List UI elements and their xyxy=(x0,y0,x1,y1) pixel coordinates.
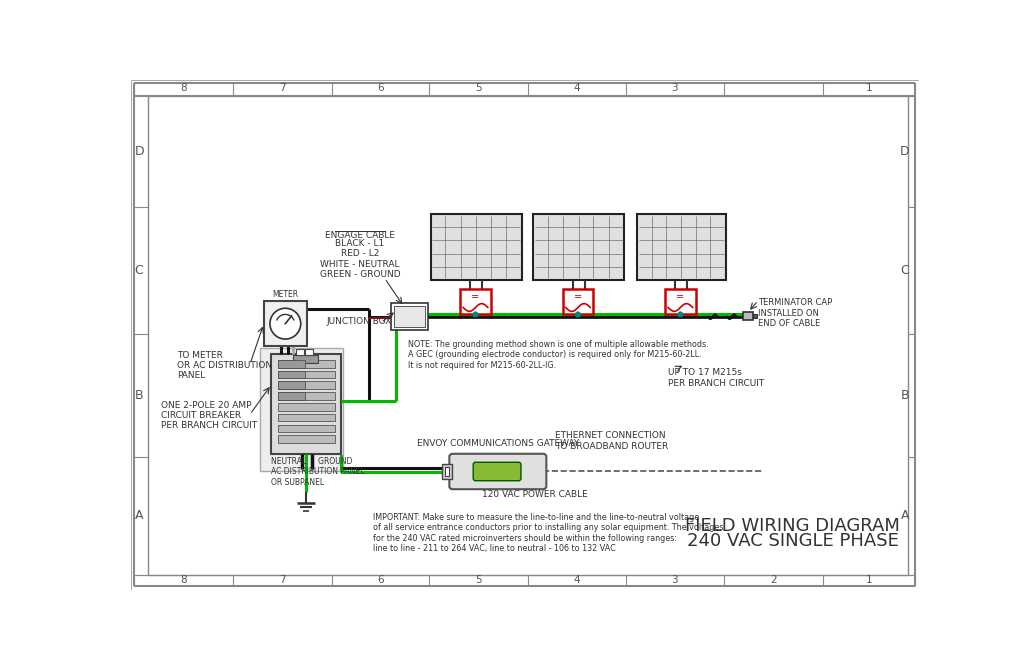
Text: 240 VAC SINGLE PHASE: 240 VAC SINGLE PHASE xyxy=(687,532,899,550)
Text: 7: 7 xyxy=(279,575,286,585)
Bar xyxy=(271,353,341,453)
Text: C: C xyxy=(134,264,143,276)
Bar xyxy=(394,306,425,327)
Text: =: = xyxy=(573,292,582,302)
Bar xyxy=(278,371,304,379)
Bar xyxy=(278,392,335,400)
Bar xyxy=(754,314,758,318)
Text: 1: 1 xyxy=(865,575,872,585)
Bar xyxy=(431,214,521,280)
FancyBboxPatch shape xyxy=(473,462,521,481)
Text: 6: 6 xyxy=(377,84,384,93)
Text: ENVOY COMMUNICATIONS GATEWAY: ENVOY COMMUNICATIONS GATEWAY xyxy=(417,439,579,448)
Bar xyxy=(278,360,335,367)
Bar xyxy=(460,289,490,314)
Bar xyxy=(260,347,343,471)
Text: 8: 8 xyxy=(180,84,187,93)
Text: D: D xyxy=(899,145,909,158)
Bar xyxy=(278,392,304,400)
Text: NOTE: The grounding method shown is one of multiple allowable methods.
A GEC (gr: NOTE: The grounding method shown is one … xyxy=(408,340,709,369)
Text: B: B xyxy=(134,389,143,402)
Text: JUNCTION BOX: JUNCTION BOX xyxy=(327,317,392,326)
Text: 5: 5 xyxy=(475,84,482,93)
Text: A: A xyxy=(134,509,143,522)
Bar xyxy=(637,214,726,280)
Bar xyxy=(278,371,335,379)
Bar xyxy=(278,403,335,410)
Text: FIELD WIRING DIAGRAM: FIELD WIRING DIAGRAM xyxy=(685,517,900,535)
Text: ETHERNET CONNECTION
TO BROADBAND ROUTER: ETHERNET CONNECTION TO BROADBAND ROUTER xyxy=(555,432,668,451)
Bar xyxy=(742,312,754,320)
Text: 3: 3 xyxy=(672,575,678,585)
Text: 3: 3 xyxy=(672,84,678,93)
Bar xyxy=(278,424,335,432)
Bar xyxy=(278,360,304,367)
Text: 6: 6 xyxy=(377,575,384,585)
Text: 4: 4 xyxy=(573,575,580,585)
Circle shape xyxy=(575,312,581,317)
Text: 8: 8 xyxy=(180,575,187,585)
Bar xyxy=(278,414,335,422)
Bar xyxy=(296,349,304,355)
Text: TO METER
OR AC DISTRIBUTION
PANEL: TO METER OR AC DISTRIBUTION PANEL xyxy=(177,351,272,381)
Text: 5: 5 xyxy=(475,575,482,585)
Circle shape xyxy=(473,312,478,317)
Text: D: D xyxy=(134,145,144,158)
Bar xyxy=(264,301,307,346)
Circle shape xyxy=(678,312,683,317)
Text: METER: METER xyxy=(272,290,298,299)
Text: TERMINATOR CAP
INSTALLED ON
END OF CABLE: TERMINATOR CAP INSTALLED ON END OF CABLE xyxy=(758,298,833,328)
Text: 2: 2 xyxy=(770,575,777,585)
Text: BLACK - L1
RED - L2
WHITE - NEUTRAL
GREEN - GROUND: BLACK - L1 RED - L2 WHITE - NEUTRAL GREE… xyxy=(319,239,400,279)
Circle shape xyxy=(270,308,301,339)
Text: A: A xyxy=(900,509,909,522)
Bar xyxy=(441,464,453,479)
Bar xyxy=(665,289,695,314)
Text: =: = xyxy=(676,292,684,302)
Text: B: B xyxy=(900,389,909,402)
Bar xyxy=(444,467,450,476)
Text: C: C xyxy=(900,264,909,276)
Bar xyxy=(534,214,625,280)
Text: NEUTRAL     GROUND
AC DISTRIBUTION PANEL
OR SUBPANEL: NEUTRAL GROUND AC DISTRIBUTION PANEL OR … xyxy=(271,457,365,487)
Bar xyxy=(278,381,335,389)
Text: IMPORTANT: Make sure to measure the line-to-line and the line-to-neutral voltage: IMPORTANT: Make sure to measure the line… xyxy=(373,513,724,553)
Bar xyxy=(293,355,317,363)
FancyBboxPatch shape xyxy=(450,453,547,489)
Text: ENGAGE CABLE: ENGAGE CABLE xyxy=(325,231,395,240)
Bar xyxy=(391,303,428,330)
Text: =: = xyxy=(471,292,479,302)
Text: 1: 1 xyxy=(865,84,872,93)
Text: 4: 4 xyxy=(573,84,580,93)
Text: 7: 7 xyxy=(279,84,286,93)
Text: 120 VAC POWER CABLE: 120 VAC POWER CABLE xyxy=(482,490,588,499)
Bar xyxy=(278,381,304,389)
Bar xyxy=(305,349,313,355)
Text: UP TO 17 M215s
PER BRANCH CIRCUIT: UP TO 17 M215s PER BRANCH CIRCUIT xyxy=(668,369,764,388)
Text: ONE 2-POLE 20 AMP
CIRCUIT BREAKER
PER BRANCH CIRCUIT: ONE 2-POLE 20 AMP CIRCUIT BREAKER PER BR… xyxy=(162,400,258,430)
Bar xyxy=(562,289,593,314)
Bar xyxy=(278,436,335,443)
